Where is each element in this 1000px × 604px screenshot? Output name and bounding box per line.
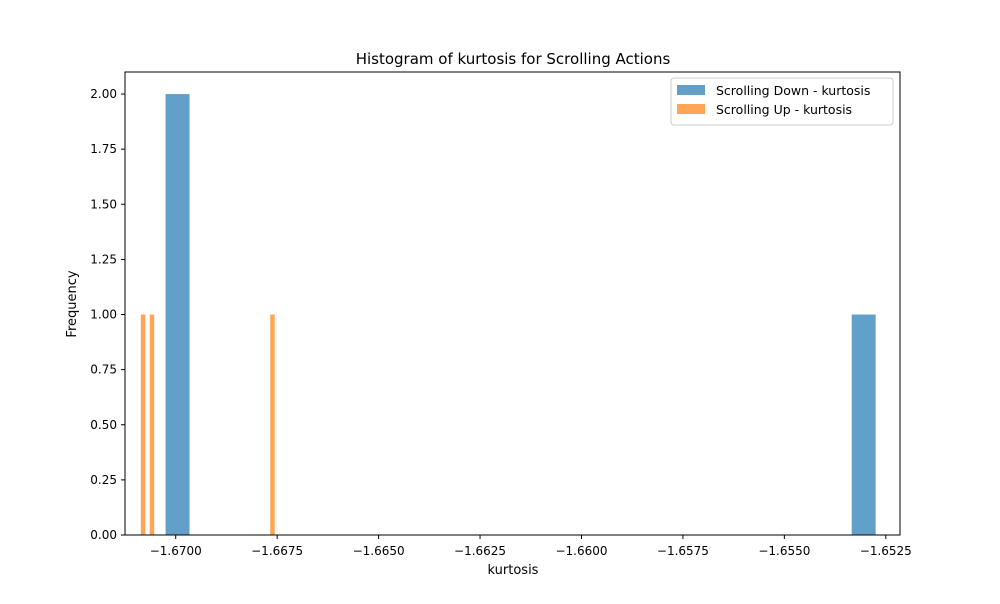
x-tick-label: −1.6625: [454, 544, 506, 558]
legend-label: Scrolling Up - kurtosis: [716, 102, 852, 117]
x-tick-label: −1.6525: [860, 544, 912, 558]
x-tick-label: −1.6550: [758, 544, 810, 558]
y-tick-label: 1.50: [90, 197, 117, 211]
x-axis-label: kurtosis: [488, 563, 539, 578]
x-tick-label: −1.6650: [353, 544, 405, 558]
y-tick-label: 0.75: [90, 363, 117, 377]
legend-swatch: [677, 104, 705, 114]
chart-title: Histogram of kurtosis for Scrolling Acti…: [356, 50, 671, 68]
bar-series-1-bin-1: [149, 314, 155, 535]
y-tick-label: 1.25: [90, 252, 117, 266]
x-tick-label: −1.6675: [251, 544, 303, 558]
plot-frame: [124, 71, 901, 536]
y-axis-label: Frequency: [65, 270, 80, 337]
y-tick-label: 2.00: [90, 87, 117, 101]
x-tick-label: −1.6700: [150, 544, 202, 558]
y-tick-label: 1.00: [90, 308, 117, 322]
legend-swatch: [677, 85, 705, 95]
y-tick-label: 0.50: [90, 418, 117, 432]
x-tick-label: −1.6575: [657, 544, 709, 558]
bar-series-1-bin-2: [270, 314, 275, 535]
y-tick-label: 0.00: [90, 528, 117, 542]
ticks-layer: −1.6700 −1.6675 −1.6650 −1.6625 −1.6600 −1.65…: [90, 87, 912, 558]
legend-box: [670, 77, 894, 126]
legend-label: Scrolling Down - kurtosis: [716, 83, 870, 98]
bar-series-1-bin-0: [140, 314, 146, 535]
legend: Scrolling Down - kurtosis Scrolling Up - …: [670, 77, 894, 126]
bar-series-0-bin-0: [165, 94, 190, 536]
y-tick-label: 0.25: [90, 473, 117, 487]
bars-layer: [140, 94, 876, 536]
y-tick-label: 1.75: [90, 142, 117, 156]
bar-series-0-bin-1: [851, 314, 876, 535]
x-tick-label: −1.6600: [555, 544, 607, 558]
